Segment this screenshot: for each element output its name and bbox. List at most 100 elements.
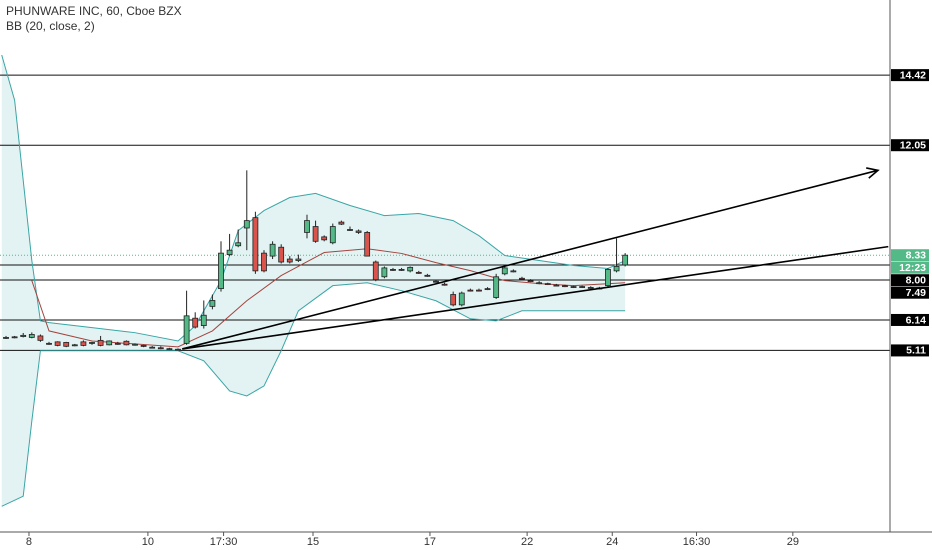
candle-body xyxy=(11,336,18,339)
candle-body xyxy=(37,335,44,341)
candle-body xyxy=(20,334,27,337)
candle-body xyxy=(424,274,431,277)
candle-body xyxy=(175,348,181,351)
candle-body xyxy=(209,300,216,307)
trend-line xyxy=(182,169,879,350)
candle-body xyxy=(458,292,465,306)
candle-body xyxy=(28,334,35,338)
bollinger-band xyxy=(1,54,626,342)
candle-body xyxy=(312,226,319,242)
candle-body xyxy=(476,289,482,292)
price-label: 14.42 xyxy=(900,69,926,81)
price-label-box xyxy=(891,313,929,326)
candle-body xyxy=(493,276,500,298)
candle-body xyxy=(132,343,138,346)
candle-body xyxy=(304,220,310,233)
price-label-box xyxy=(891,249,929,262)
candle-body xyxy=(329,226,336,244)
price-label: 7.49 xyxy=(906,287,927,299)
candle-body xyxy=(278,246,285,263)
candle-body xyxy=(398,269,405,271)
candle-body xyxy=(218,252,224,290)
candle-body xyxy=(183,315,190,344)
candle-body xyxy=(536,282,543,285)
trend-arrowhead xyxy=(866,167,880,179)
candle-body xyxy=(544,283,551,285)
x-tick-label: 10 xyxy=(142,536,154,548)
candle-body xyxy=(605,269,611,287)
candle-body xyxy=(441,283,448,286)
candle-body xyxy=(381,267,388,278)
candle-body xyxy=(114,342,121,345)
candle-body xyxy=(200,314,207,326)
candle-body xyxy=(123,340,130,346)
candle-body xyxy=(97,339,104,346)
bollinger-band xyxy=(1,282,626,507)
x-tick-label: 29 xyxy=(787,536,799,548)
candle-body xyxy=(622,254,629,266)
candle-body xyxy=(54,341,61,346)
price-label: 12.05 xyxy=(900,139,926,151)
candle-body xyxy=(613,266,620,272)
candle-body xyxy=(390,269,396,271)
x-tick-label: 17:30 xyxy=(210,536,238,548)
candle-body xyxy=(261,252,267,272)
chart-title: PHUNWARE INC, 60, Cboe BZX xyxy=(6,4,182,18)
candle-body xyxy=(501,267,508,275)
candle-body xyxy=(71,344,78,347)
band-fill xyxy=(1,55,626,507)
candle-body xyxy=(106,340,113,346)
price-label-box xyxy=(891,261,929,274)
candle-body xyxy=(355,230,362,233)
x-tick-label: 16:30 xyxy=(683,536,711,548)
candle-body xyxy=(252,217,259,272)
candle-body xyxy=(450,294,457,306)
price-label: 12:23 xyxy=(899,262,926,274)
candle-body xyxy=(269,243,276,257)
indicator-legend: BB (20, close, 2) xyxy=(6,19,95,33)
trend-line xyxy=(182,245,889,350)
candle-body xyxy=(235,242,242,247)
price-label-box xyxy=(891,344,929,357)
candle-body xyxy=(510,270,517,273)
candle-body xyxy=(140,345,147,347)
candle-body xyxy=(579,286,586,288)
x-tick-label: 17 xyxy=(424,536,436,548)
candle-body xyxy=(415,271,422,274)
candle-body xyxy=(484,288,491,291)
candle-body xyxy=(89,342,95,344)
candle-body xyxy=(570,286,577,288)
price-label: 8.00 xyxy=(906,274,927,286)
candle-body xyxy=(407,266,414,272)
candle-body xyxy=(433,280,439,283)
candle-body xyxy=(149,346,156,349)
candle-body xyxy=(226,249,233,256)
candle-body xyxy=(286,258,293,263)
x-tick-label: 8 xyxy=(26,536,32,548)
candle-body xyxy=(527,280,534,283)
price-label-box xyxy=(891,69,929,82)
candle-body xyxy=(46,342,52,345)
price-label: 8.33 xyxy=(906,249,927,261)
candle-body xyxy=(519,277,525,280)
price-label-box xyxy=(891,286,929,299)
x-tick-label: 15 xyxy=(307,536,319,548)
candle-body xyxy=(3,337,9,339)
candle-body xyxy=(587,287,594,289)
candle-body xyxy=(63,342,70,347)
price-label-box xyxy=(891,139,929,152)
candle-body xyxy=(192,317,199,328)
x-tick-label: 22 xyxy=(521,536,533,548)
candle-body xyxy=(295,258,302,261)
price-label: 6.14 xyxy=(906,314,927,326)
candle-body xyxy=(321,236,328,241)
price-label: 5.11 xyxy=(906,345,926,357)
candle-body xyxy=(372,261,379,281)
candle-body xyxy=(553,284,560,287)
plot-area xyxy=(0,54,890,507)
candle-body xyxy=(157,347,164,350)
price-label-box xyxy=(891,274,929,287)
candle-body xyxy=(338,221,345,225)
candle-body xyxy=(467,289,474,292)
